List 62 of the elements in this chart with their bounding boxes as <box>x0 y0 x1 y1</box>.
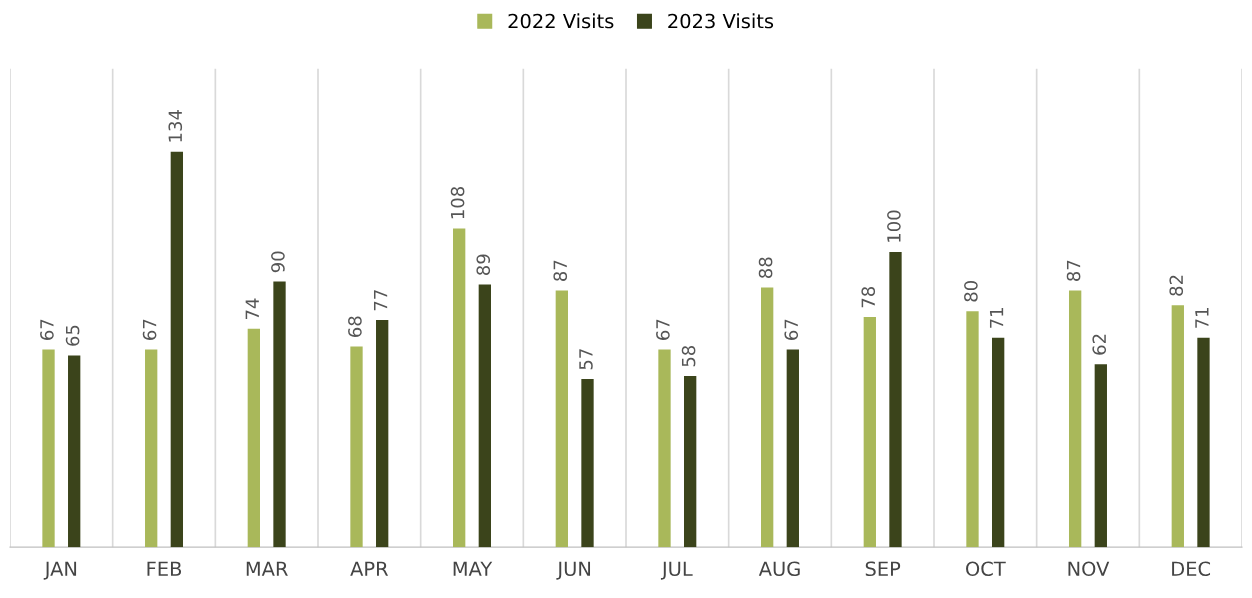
data-label: 77 <box>373 290 388 311</box>
x-tick-label: JUL <box>660 561 693 580</box>
data-label: 108 <box>450 186 465 219</box>
data-label: 57 <box>579 349 593 370</box>
x-tick-label: NOV <box>1068 561 1110 577</box>
data-label: 67 <box>656 319 670 340</box>
x-tick-label: DEC <box>1172 561 1211 577</box>
bar <box>581 378 594 548</box>
data-label: 82 <box>1169 275 1184 296</box>
bar <box>1094 364 1107 548</box>
data-label: 65 <box>65 325 80 346</box>
data-label: 90 <box>271 251 285 273</box>
data-label: 88 <box>758 257 773 278</box>
bar <box>170 151 183 548</box>
bar <box>658 349 671 548</box>
x-tick-label: FEB <box>147 561 182 576</box>
x-tick-label: OCT <box>966 561 1006 577</box>
data-label: 87 <box>553 260 568 281</box>
bar <box>786 349 799 548</box>
bar <box>555 290 568 548</box>
bar <box>350 346 363 548</box>
data-label: 80 <box>964 281 978 302</box>
bar <box>761 287 774 548</box>
x-tick-label: MAY <box>453 561 493 576</box>
bar <box>145 349 158 548</box>
legend-label: 2022 Visits <box>508 13 614 29</box>
bar <box>992 337 1005 548</box>
bar <box>453 228 466 548</box>
bar <box>68 355 81 548</box>
data-label: 67 <box>784 319 799 340</box>
x-tick-label: APR <box>350 561 389 576</box>
bar <box>889 252 902 548</box>
bar <box>1171 305 1184 548</box>
data-label: 89 <box>476 254 491 276</box>
legend-label: 2023 Visits <box>668 13 774 29</box>
bar <box>247 328 260 548</box>
data-label: 134 <box>168 110 183 142</box>
bar <box>1069 290 1082 548</box>
bar <box>376 319 389 548</box>
x-tick-label: JUN <box>556 561 591 580</box>
data-label: 100 <box>887 210 901 242</box>
data-label: 74 <box>245 298 259 320</box>
bar <box>966 311 979 548</box>
data-label: 71 <box>1195 308 1209 328</box>
bar <box>863 317 876 548</box>
data-label: 87 <box>1066 260 1081 281</box>
data-label: 67 <box>40 319 54 340</box>
bar <box>684 376 697 548</box>
x-tick-label: AUG <box>758 561 800 577</box>
bar <box>273 281 286 548</box>
data-label: 62 <box>1092 334 1107 355</box>
bar <box>1197 337 1210 548</box>
x-tick-label: JAN <box>43 561 77 580</box>
data-label: 58 <box>681 345 696 367</box>
data-label: 67 <box>142 319 157 340</box>
x-tick-label: MAR <box>246 561 288 576</box>
bar <box>42 349 55 548</box>
data-label: 78 <box>861 286 876 308</box>
x-tick-label: SEP <box>865 561 901 577</box>
data-label: 68 <box>348 316 362 337</box>
data-label: 71 <box>989 308 1004 328</box>
bar <box>478 284 491 548</box>
